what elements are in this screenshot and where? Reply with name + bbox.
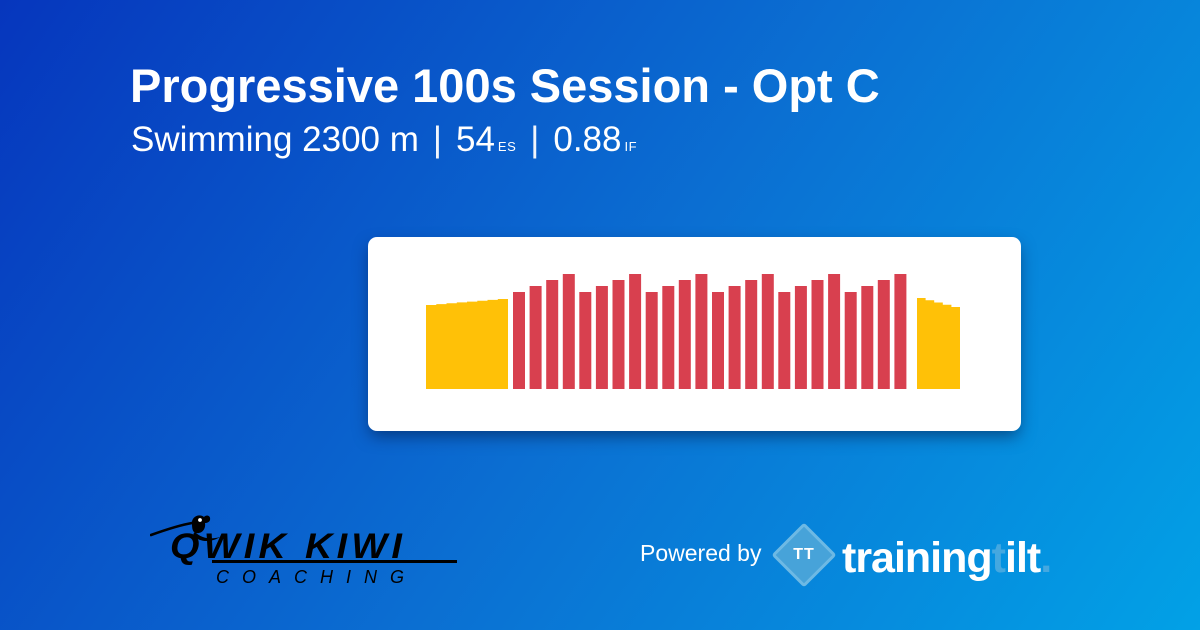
metric-es-unit: ES	[497, 139, 517, 154]
brand-name: QWIK KIWI	[170, 527, 407, 566]
interval-bar	[828, 274, 841, 389]
workout-chart-card	[368, 237, 1021, 431]
trainingtilt-diamond-icon: TT	[771, 522, 837, 588]
divider: |	[530, 120, 540, 159]
interval-bar	[794, 286, 807, 389]
interval-bar	[861, 286, 874, 389]
wordmark-segment: t	[991, 534, 1006, 582]
brand-tagline: COACHING	[216, 567, 418, 587]
interval-bar	[612, 280, 625, 389]
interval-bar	[529, 286, 542, 389]
interval-bar	[811, 280, 824, 389]
interval-bar	[877, 280, 890, 389]
wordmark-segment: training	[842, 534, 993, 582]
tt-monogram: TT	[793, 546, 815, 563]
session-subtitle: Swimming 2300 m | 54 ES | 0.88 IF	[131, 120, 637, 160]
interval-bar	[894, 274, 907, 389]
metric-if-unit: IF	[624, 139, 638, 154]
interval-bar	[712, 292, 724, 389]
interval-bar	[745, 280, 758, 389]
interval-bar	[728, 286, 741, 389]
wordmark-segment: .	[1040, 534, 1052, 582]
warm-up-block	[426, 299, 508, 389]
activity-distance: Swimming 2300 m	[131, 120, 419, 159]
interval-bar	[595, 286, 608, 389]
interval-bar	[629, 274, 642, 389]
interval-bar	[645, 292, 658, 389]
session-title: Progressive 100s Session - Opt C	[130, 59, 880, 112]
interval-bar	[695, 274, 708, 389]
powered-by-label: Powered by	[640, 540, 762, 566]
metric-if-value: 0.88	[553, 120, 622, 159]
qwik-kiwi-logo: QWIK KIWI COACHING	[150, 510, 470, 588]
interval-bar	[546, 280, 559, 389]
interval-bar	[778, 292, 791, 389]
interval-bar	[761, 274, 774, 389]
logo-underline	[212, 560, 457, 563]
cool-down-block	[917, 298, 960, 389]
wordmark-segment: ilt	[1005, 534, 1041, 582]
kiwi-bird-icon	[150, 515, 220, 542]
interval-bar	[513, 292, 525, 389]
divider: |	[432, 120, 442, 159]
interval-bar	[662, 286, 675, 389]
interval-bar	[678, 280, 691, 389]
interval-bar	[579, 292, 592, 389]
interval-bar	[562, 274, 575, 389]
trainingtilt-wordmark: trainingtilt.	[842, 534, 1052, 583]
metric-es-value: 54	[455, 120, 495, 159]
interval-bar	[844, 292, 857, 389]
workout-chart-svg	[426, 274, 960, 389]
